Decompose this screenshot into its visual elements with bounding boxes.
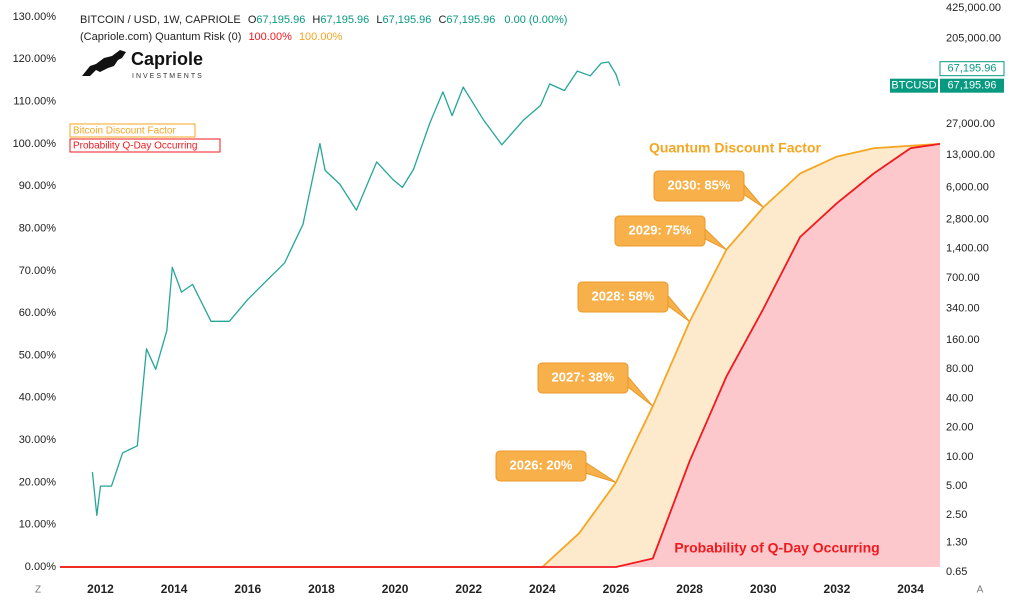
corner-button[interactable]: Z [35,585,41,596]
y-tick-label: 70.00% [19,265,57,277]
x-tick-label: 2012 [87,582,114,596]
x-tick-label: 2026 [603,582,630,596]
callout-box [495,450,587,482]
indicator-name: (Capriole.com) Quantum Risk (0) [80,31,241,43]
callout-box [614,215,706,247]
y-tick-label: 10.00% [19,519,57,531]
y2-tick-label: 425,000.00 [946,2,1001,14]
legend-header: BITCOIN / USD, 1W, CAPRIOLE O67,195.96 H… [80,14,567,26]
y2-tick-label: 40.00 [946,392,974,404]
change: 0.00 (0.00%) [504,14,567,26]
indicator-value: 100.00% [299,31,343,43]
ohlc-key: L [376,14,382,26]
y-tick-label: 90.00% [19,180,57,192]
x-tick-label: 2028 [676,582,703,596]
x-tick-label: 2034 [897,582,924,596]
logo-tagline: INVESTMENTS [132,73,204,80]
y-tick-label: 100.00% [13,138,57,150]
ohlc-key: O [248,14,257,26]
y2-tick-label: 0.65 [946,566,967,578]
ohlc-value: 67,195.96 [320,14,369,26]
annotation: Quantum Discount Factor [649,140,821,156]
y2-tick-label: 27,000.00 [946,118,995,130]
y-tick-label: 120.00% [13,53,57,65]
x-tick-label: 2016 [234,582,261,596]
x-tick-label: 2018 [308,582,335,596]
y2-tick-label: 700.00 [946,272,980,284]
y2-tick-label: 2,800.00 [946,213,989,225]
x-tick-label: 2024 [529,582,556,596]
symbol: BITCOIN / USD, 1W, CAPRIOLE [80,14,241,26]
legend-label: Probability Q-Day Occurring [73,141,197,152]
callout-label: 2028: 58% [592,288,655,303]
y-tick-label: 30.00% [19,434,57,446]
line [60,143,941,568]
y2-tick-label: 6,000.00 [946,181,989,193]
y2-tick-label: 340.00 [946,302,980,314]
x-tick-label: 2020 [382,582,409,596]
ohlc-value: 67,195.96 [382,14,431,26]
y-tick-label: 60.00% [19,307,57,319]
y2-tick-label: 20.00 [946,422,974,434]
ohlc-value: 67,195.96 [446,14,495,26]
callout-label: 2029: 75% [629,222,692,237]
y2-tick-label: 80.00 [946,363,974,375]
symbol-tag [890,78,938,93]
legend-box [69,138,221,153]
line [60,143,941,568]
marker-tag [939,61,1005,77]
y2-tick-label: 1,400.00 [946,243,989,255]
price-tag [940,78,1004,93]
y-tick-label: 40.00% [19,392,57,404]
legend-label: Bitcoin Discount Factor [73,126,176,137]
y2-tick-label: 1.30 [946,537,967,549]
corner-button[interactable]: A [977,585,984,596]
y-tick-label: 0.00% [25,561,56,573]
symbol-tag-label: BTCUSD [891,80,936,92]
callout-box [653,170,745,202]
price-tag-label: 67,195.96 [948,80,997,92]
ohlc-value: 67,195.96 [256,14,305,26]
y2-tick-label: 2.50 [946,509,967,521]
y-tick-label: 50.00% [19,349,57,361]
y2-tick-label: 160.00 [946,334,980,346]
marker-tag-label: 67,195.96 [948,63,997,75]
callout-box [537,362,629,394]
y2-tick-label: 5.00 [946,480,967,492]
y-tick-label: 130.00% [13,11,57,23]
plot-area [60,61,941,568]
logo-name: Capriole [131,49,203,69]
x-tick-label: 2032 [824,582,851,596]
y2-tick-label: 10.00 [946,451,974,463]
callout-box [577,281,669,313]
callout-label: 2030: 85% [668,177,731,192]
logo-icon [82,50,126,76]
y2-tick-label: 205,000.00 [946,33,1001,45]
indicator-value: 100.00% [248,31,292,43]
ohlc-key: H [312,14,320,26]
callout-label: 2027: 38% [552,369,615,384]
y2-tick-label: 13,000.00 [946,149,995,161]
x-tick-label: 2014 [161,582,188,596]
y-tick-label: 110.00% [13,96,56,108]
area [60,143,940,567]
y-tick-label: 20.00% [19,476,57,488]
x-tick-label: 2030 [750,582,777,596]
indicator-header: (Capriole.com) Quantum Risk (0) 100.00% … [80,31,343,43]
callout-label: 2026: 20% [510,457,573,472]
x-tick-label: 2022 [455,582,482,596]
price-line [91,61,621,516]
legend-box [69,123,196,138]
annotation: Probability of Q-Day Occurring [674,540,879,556]
ohlc-key: C [438,14,446,26]
y-tick-label: 80.00% [19,222,57,234]
